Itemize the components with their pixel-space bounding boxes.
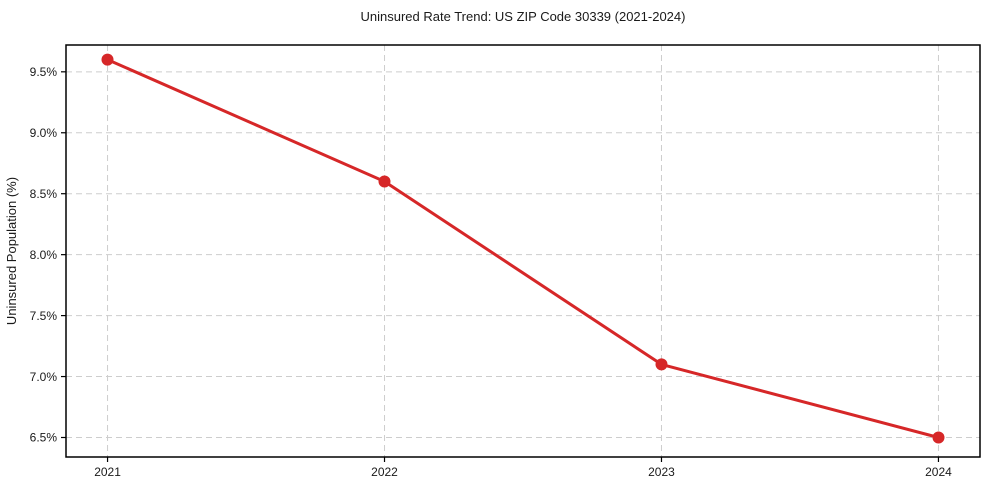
- y-tick-label: 7.5%: [30, 309, 58, 323]
- data-point-marker: [101, 53, 114, 66]
- series-layer: [101, 53, 945, 444]
- data-point-marker: [378, 175, 391, 188]
- x-tick-label: 2022: [371, 465, 398, 479]
- data-point-marker: [932, 431, 945, 444]
- y-tick-label: 6.5%: [30, 431, 58, 445]
- y-tick-label: 8.5%: [30, 187, 58, 201]
- y-tick-label: 9.5%: [30, 65, 58, 79]
- grid-layer: [66, 45, 980, 457]
- axis-layer: 6.5% 7.0% 7.5% 8.0% 8.5% 9.0% 9.5% 2021 2022 2023…: [30, 44, 981, 479]
- y-tick-label: 9.0%: [30, 126, 58, 140]
- y-tick-label: 8.0%: [30, 248, 58, 262]
- trend-line: [106, 58, 940, 439]
- y-axis-label: Uninsured Population (%): [4, 177, 19, 325]
- y-tick-label: 7.0%: [30, 370, 58, 384]
- x-tick-label: 2024: [925, 465, 952, 479]
- x-tick-label: 2023: [648, 465, 675, 479]
- plot-border: [65, 44, 981, 458]
- x-tick-label: 2021: [94, 465, 121, 479]
- data-point-marker: [655, 358, 668, 371]
- chart-title: Uninsured Rate Trend: US ZIP Code 30339 …: [361, 9, 686, 24]
